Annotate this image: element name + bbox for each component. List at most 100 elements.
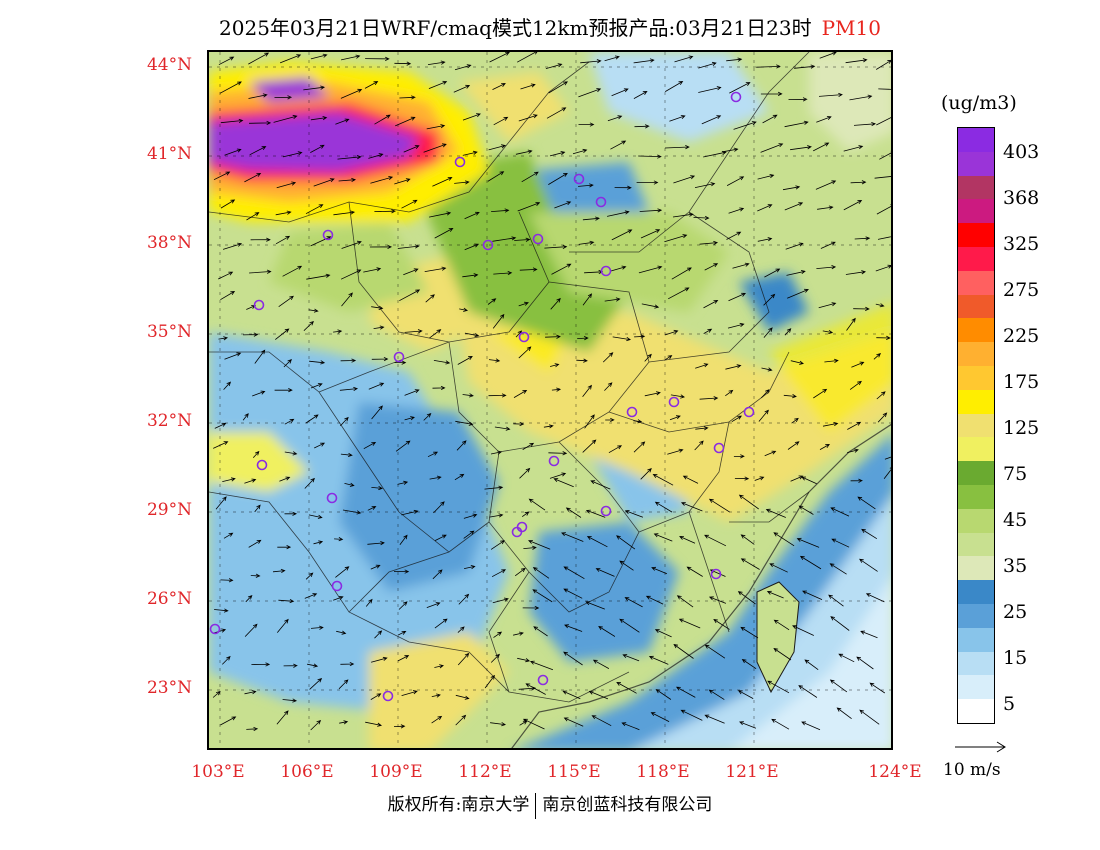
city-markers <box>209 91 755 702</box>
wind-vector <box>401 199 418 209</box>
wind-vector <box>794 64 816 69</box>
wind-vector <box>488 144 506 151</box>
wind-vector <box>278 598 295 604</box>
wind-vector <box>370 656 388 663</box>
wind-vector <box>846 317 856 331</box>
wind-vector <box>633 441 646 453</box>
wind-vector <box>585 601 605 610</box>
wind-vector <box>489 52 510 63</box>
wind-vector <box>760 91 783 96</box>
wind-vector <box>883 467 891 480</box>
wind-vector <box>371 356 389 362</box>
wind-vector <box>463 530 475 539</box>
wind-vector <box>769 563 788 573</box>
map-svg <box>209 52 891 748</box>
wind-vector <box>644 353 652 362</box>
wind-vector <box>633 91 648 99</box>
colorbar-swatch <box>958 437 994 462</box>
wind-vector <box>374 630 383 639</box>
wind-vector <box>634 334 646 339</box>
wind-vector <box>404 416 415 421</box>
wind-vector <box>522 605 540 611</box>
wind-vector <box>761 367 773 372</box>
wind-vector <box>426 602 441 608</box>
wind-vector <box>853 306 870 311</box>
wind-vector <box>487 171 505 182</box>
wind-vector <box>729 82 751 94</box>
wind-vector <box>699 240 719 245</box>
wind-vector <box>754 476 765 481</box>
wind-vector <box>877 236 891 240</box>
wind-vector <box>682 475 699 484</box>
wind-vector <box>340 269 362 280</box>
wind-vector <box>590 480 611 490</box>
wind-vector <box>244 623 258 637</box>
wind-vector <box>519 467 531 479</box>
wind-vector <box>369 244 393 250</box>
wind-vector <box>313 178 335 187</box>
wind-vector <box>338 177 357 183</box>
wind-vector <box>333 596 344 601</box>
wind-vector <box>553 478 574 488</box>
wind-vector <box>274 388 293 393</box>
wind-vector <box>244 690 257 695</box>
wind-vector <box>528 540 551 550</box>
wind-vector <box>276 618 289 633</box>
wind-vector <box>213 441 229 449</box>
grid-lines <box>209 52 891 748</box>
wind-vector <box>616 535 636 550</box>
wind-vector <box>740 558 760 570</box>
wind-vector <box>708 689 725 700</box>
copyright-owner: 版权所有:南京大学 <box>387 795 530 815</box>
wind-vector <box>401 690 418 696</box>
wind-vector <box>214 608 229 613</box>
city-marker <box>573 173 585 185</box>
wind-vector <box>849 94 873 101</box>
wind-vector <box>853 122 877 127</box>
wind-vector <box>654 501 673 513</box>
wind-vector <box>519 267 538 272</box>
wind-reference-arrow <box>955 741 1006 753</box>
wind-vector <box>374 209 396 214</box>
wind-vector <box>644 391 661 397</box>
wind-vector <box>218 271 234 280</box>
wind-vector <box>757 174 775 180</box>
lat-label-38: 38°N <box>146 233 192 253</box>
wind-vector <box>363 267 382 273</box>
city-marker <box>668 396 680 408</box>
wind-vector <box>520 83 536 90</box>
wind-vector <box>401 509 419 516</box>
wind-vector <box>218 336 229 341</box>
wind-vector <box>732 262 750 269</box>
city-marker <box>511 526 523 538</box>
wind-vector <box>701 115 722 125</box>
colorbar-swatch <box>958 223 994 247</box>
wind-vector <box>820 241 836 249</box>
wind-vector <box>453 84 471 93</box>
wind-vector <box>463 513 478 519</box>
wind-vector <box>686 566 703 577</box>
wind-vector <box>282 265 303 277</box>
wind-vector <box>695 363 709 369</box>
wind-vector <box>518 301 529 307</box>
colorbar-label: 403 <box>1003 141 1040 163</box>
wind-vector <box>220 291 236 301</box>
wind-vector <box>223 532 234 539</box>
colorbar-label: 25 <box>1003 601 1028 623</box>
wind-vector <box>276 181 297 189</box>
wind-vector <box>578 183 594 188</box>
wind-vector <box>680 709 703 721</box>
wind-vector <box>816 265 837 270</box>
wind-vector <box>513 421 525 427</box>
wind-vector <box>456 440 467 451</box>
wind-vector <box>640 229 661 239</box>
wind-vector <box>249 269 272 274</box>
wind-vector <box>591 715 612 727</box>
colorbar-swatch <box>958 556 994 581</box>
wind-vector <box>309 360 326 365</box>
wind-vector <box>340 416 349 427</box>
wind-vector <box>462 273 479 278</box>
wind-vectors <box>212 52 891 732</box>
wind-vector <box>849 380 862 390</box>
wind-vector <box>633 419 643 424</box>
